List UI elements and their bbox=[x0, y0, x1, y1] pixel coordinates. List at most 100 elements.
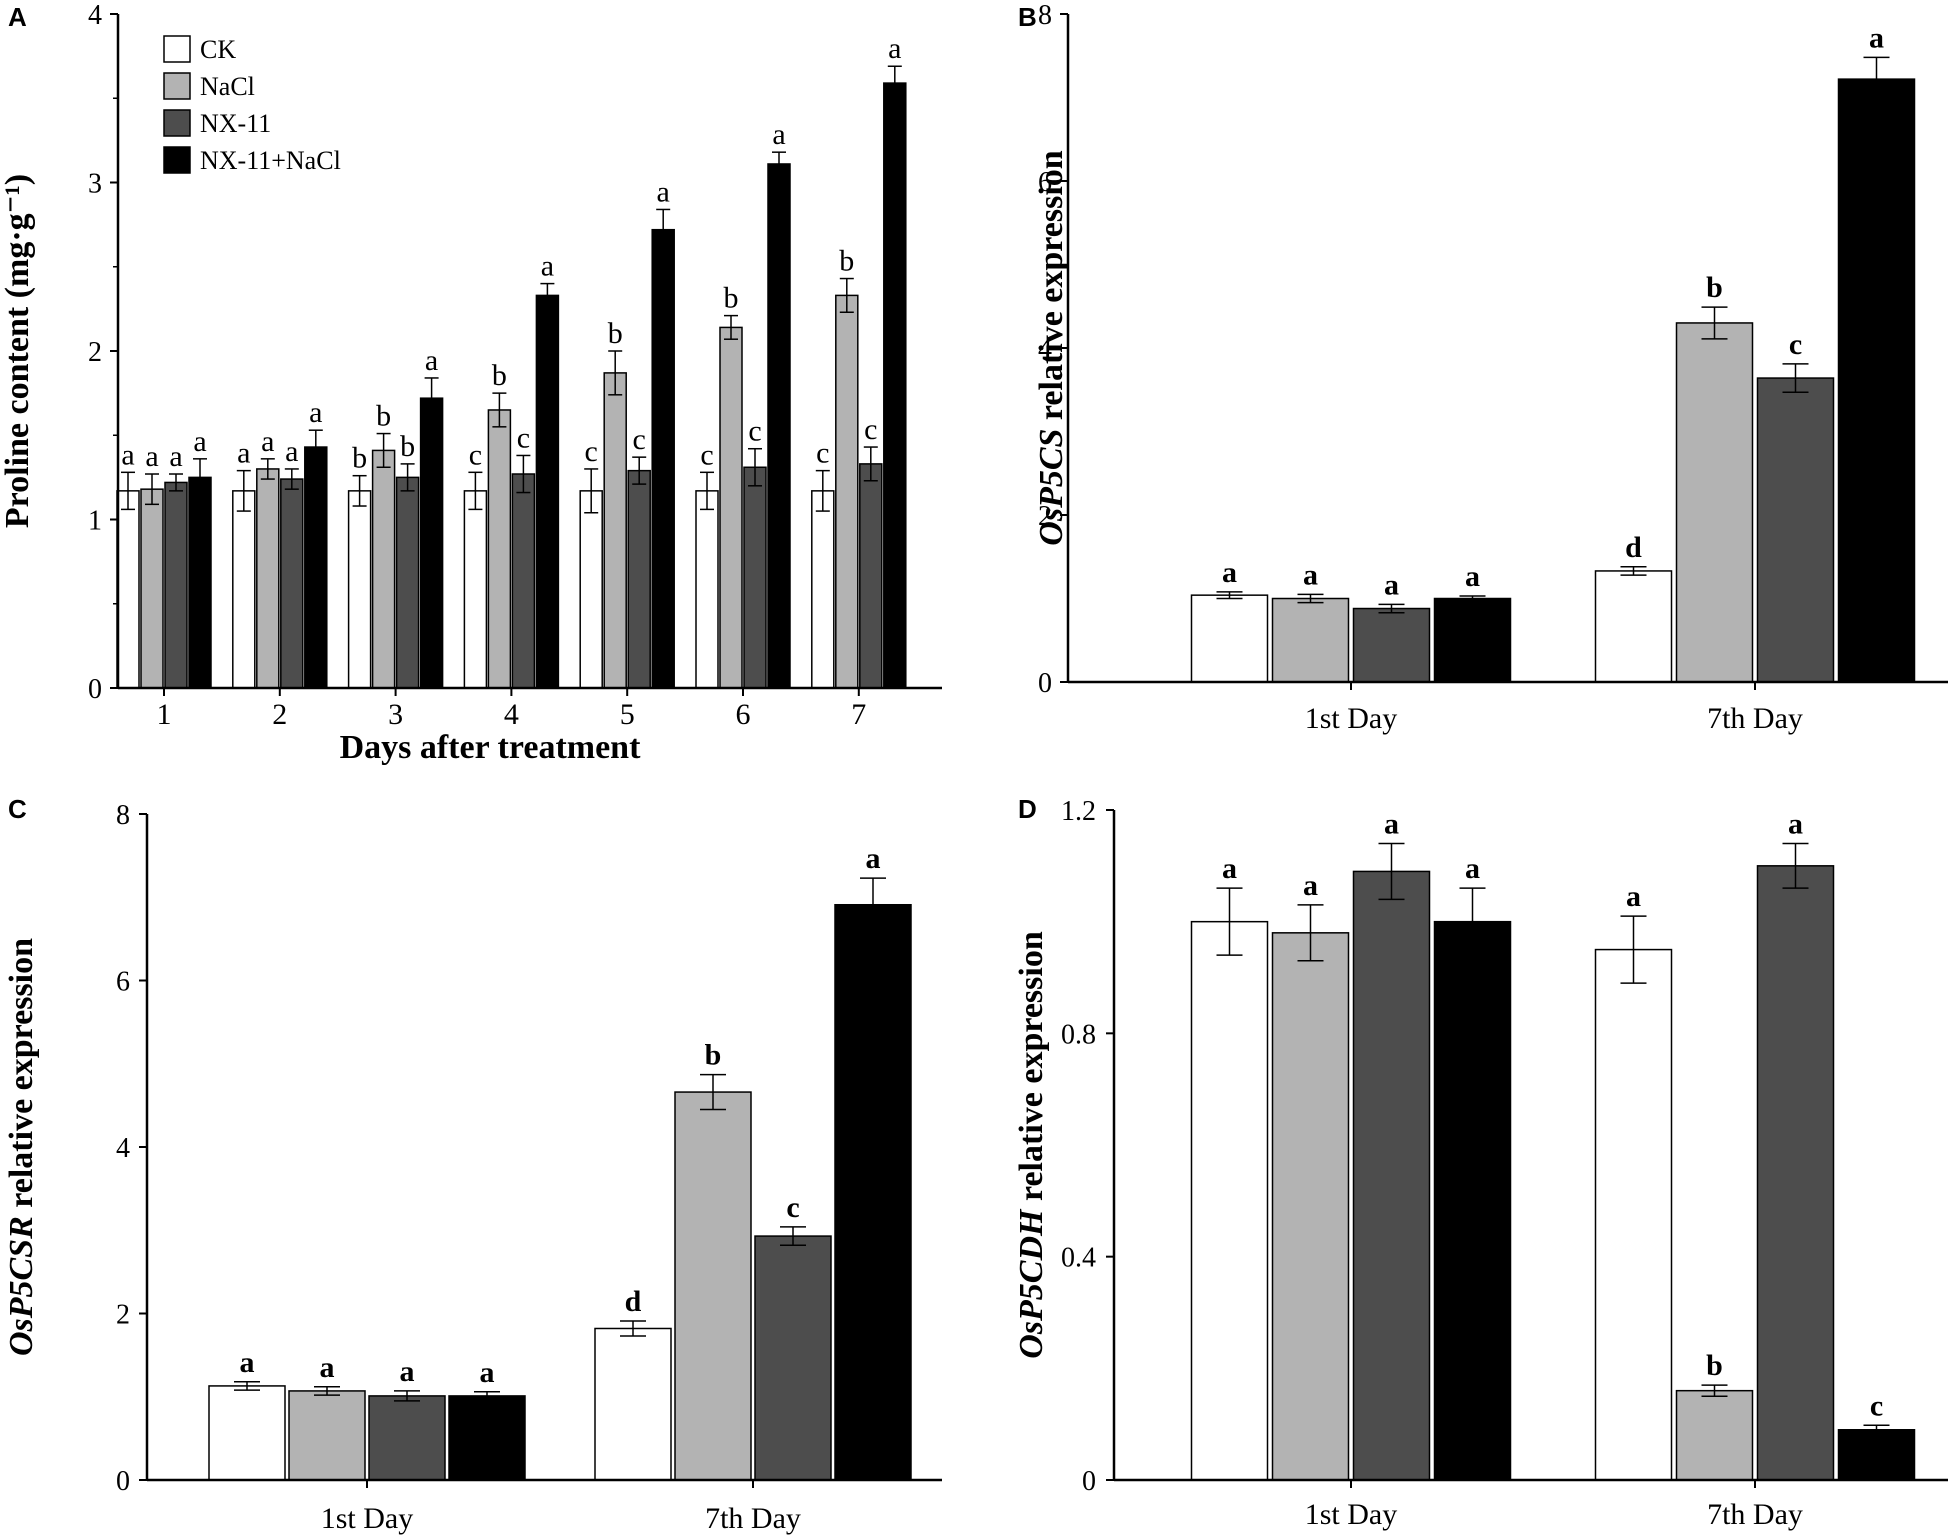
significance-label: b bbox=[492, 359, 507, 392]
x-tick-label: 2 bbox=[272, 698, 287, 731]
bar bbox=[1675, 322, 1754, 683]
bar bbox=[1837, 78, 1916, 683]
legend-label: NX-11 bbox=[200, 109, 271, 138]
significance-label: a bbox=[240, 1346, 255, 1379]
significance-label: b bbox=[724, 282, 739, 315]
bar bbox=[288, 1390, 366, 1481]
bar bbox=[280, 478, 304, 689]
bar bbox=[208, 1385, 286, 1481]
significance-label: a bbox=[888, 32, 901, 65]
bar bbox=[1271, 932, 1350, 1481]
significance-label: b bbox=[376, 400, 391, 433]
y-tick-label: 1 bbox=[88, 506, 102, 537]
legend: CK NaCl NX-11 NX-11+NaCl bbox=[163, 35, 341, 175]
x-tick-label: 7 bbox=[851, 698, 866, 731]
bar bbox=[419, 397, 444, 689]
bar bbox=[232, 490, 256, 689]
bar bbox=[1594, 948, 1673, 1481]
bar bbox=[1675, 1389, 1754, 1481]
significance-label: c bbox=[864, 413, 877, 446]
significance-label: c bbox=[517, 421, 530, 454]
legend-swatch bbox=[163, 109, 191, 137]
y-axis-title-rest: relative expression bbox=[1013, 931, 1050, 1209]
significance-label: a bbox=[285, 435, 298, 468]
significance-label: a bbox=[309, 396, 322, 429]
significance-label: a bbox=[1626, 880, 1641, 913]
significance-label: d bbox=[625, 1285, 642, 1318]
bar bbox=[1837, 1429, 1916, 1481]
significance-label: c bbox=[748, 415, 761, 448]
bar bbox=[535, 294, 560, 689]
bar bbox=[371, 449, 396, 689]
x-tick-label: 7th Day bbox=[1707, 702, 1803, 735]
significance-label: c bbox=[786, 1191, 799, 1224]
significance-label: b bbox=[839, 245, 854, 278]
significance-label: b bbox=[608, 317, 623, 350]
bar bbox=[448, 1395, 526, 1481]
bar bbox=[487, 409, 512, 689]
y-tick-label: 0.4 bbox=[1061, 1243, 1096, 1274]
y-tick-label: 3 bbox=[88, 169, 102, 200]
x-tick-label: 1st Day bbox=[321, 1502, 414, 1535]
bar bbox=[594, 1327, 672, 1481]
significance-label: a bbox=[1384, 808, 1399, 841]
bar bbox=[835, 294, 859, 689]
panel-d: D 0 0.4 0.8 1.2 a a a a 1st Day a b a c 7th Day OsP5CDH… bbox=[1013, 794, 1948, 1531]
bar bbox=[1352, 870, 1431, 1481]
significance-label: a bbox=[121, 438, 134, 471]
bar bbox=[164, 481, 188, 689]
legend-label: NX-11+NaCl bbox=[200, 146, 341, 175]
x-tick-label: 1st Day bbox=[1305, 702, 1398, 735]
y-axis-title: Proline content (mg·g⁻¹) bbox=[0, 174, 36, 528]
y-tick-label: 1.2 bbox=[1061, 796, 1096, 827]
y-axis-title: OsP5CS relative expression bbox=[1033, 150, 1070, 545]
legend-label: CK bbox=[200, 35, 236, 64]
x-tick-label: 4 bbox=[504, 698, 519, 731]
panel-c: C 0 2 4 6 8 a a a a 1st Day d b c a 7th Day OsP5CSR rela… bbox=[3, 794, 942, 1535]
significance-label: a bbox=[541, 250, 554, 283]
significance-label: a bbox=[772, 118, 785, 151]
bar bbox=[674, 1091, 752, 1481]
legend-swatch bbox=[163, 146, 191, 174]
y-axis-title-rest: relative expression bbox=[1033, 150, 1070, 428]
y-tick-label: 2 bbox=[1038, 501, 1052, 532]
significance-label: a bbox=[657, 175, 670, 208]
y-tick-label: 2 bbox=[116, 1300, 130, 1331]
legend-swatch bbox=[163, 35, 191, 63]
bar bbox=[368, 1395, 446, 1481]
panel-letter: C bbox=[8, 794, 27, 824]
x-tick-label: 1 bbox=[157, 698, 172, 731]
significance-label: a bbox=[1384, 568, 1399, 601]
x-tick-label: 3 bbox=[388, 698, 403, 731]
bar bbox=[695, 490, 719, 689]
significance-label: c bbox=[585, 435, 598, 468]
bar bbox=[1594, 570, 1673, 683]
y-tick-label: 0 bbox=[116, 1466, 130, 1497]
significance-label: a bbox=[1788, 808, 1803, 841]
y-tick-label: 0.8 bbox=[1061, 1019, 1096, 1050]
bar bbox=[603, 372, 627, 689]
x-tick-label: 7th Day bbox=[705, 1502, 801, 1535]
significance-label: c bbox=[1870, 1389, 1883, 1422]
panel-letter: B bbox=[1018, 2, 1037, 32]
panel-letter: D bbox=[1018, 794, 1037, 824]
bar bbox=[883, 82, 907, 689]
bar bbox=[627, 469, 651, 689]
significance-label: c bbox=[816, 437, 829, 470]
x-tick-label: 7th Day bbox=[1707, 1498, 1803, 1531]
y-axis-title-gene: OsP5CSR bbox=[3, 1216, 40, 1356]
bar bbox=[754, 1235, 832, 1481]
bar bbox=[304, 446, 328, 689]
significance-label: a bbox=[261, 425, 274, 458]
significance-label: b bbox=[1706, 271, 1723, 304]
bar bbox=[188, 476, 212, 689]
x-tick-label: 5 bbox=[620, 698, 635, 731]
bar bbox=[834, 903, 912, 1481]
x-tick-label: 6 bbox=[736, 698, 751, 731]
bar bbox=[1352, 607, 1431, 683]
bar bbox=[140, 488, 164, 689]
y-axis-title-gene: OsP5CDH bbox=[1013, 1208, 1050, 1359]
y-tick-label: 0 bbox=[88, 674, 102, 705]
y-axis-title: OsP5CSR relative expression bbox=[3, 938, 40, 1356]
